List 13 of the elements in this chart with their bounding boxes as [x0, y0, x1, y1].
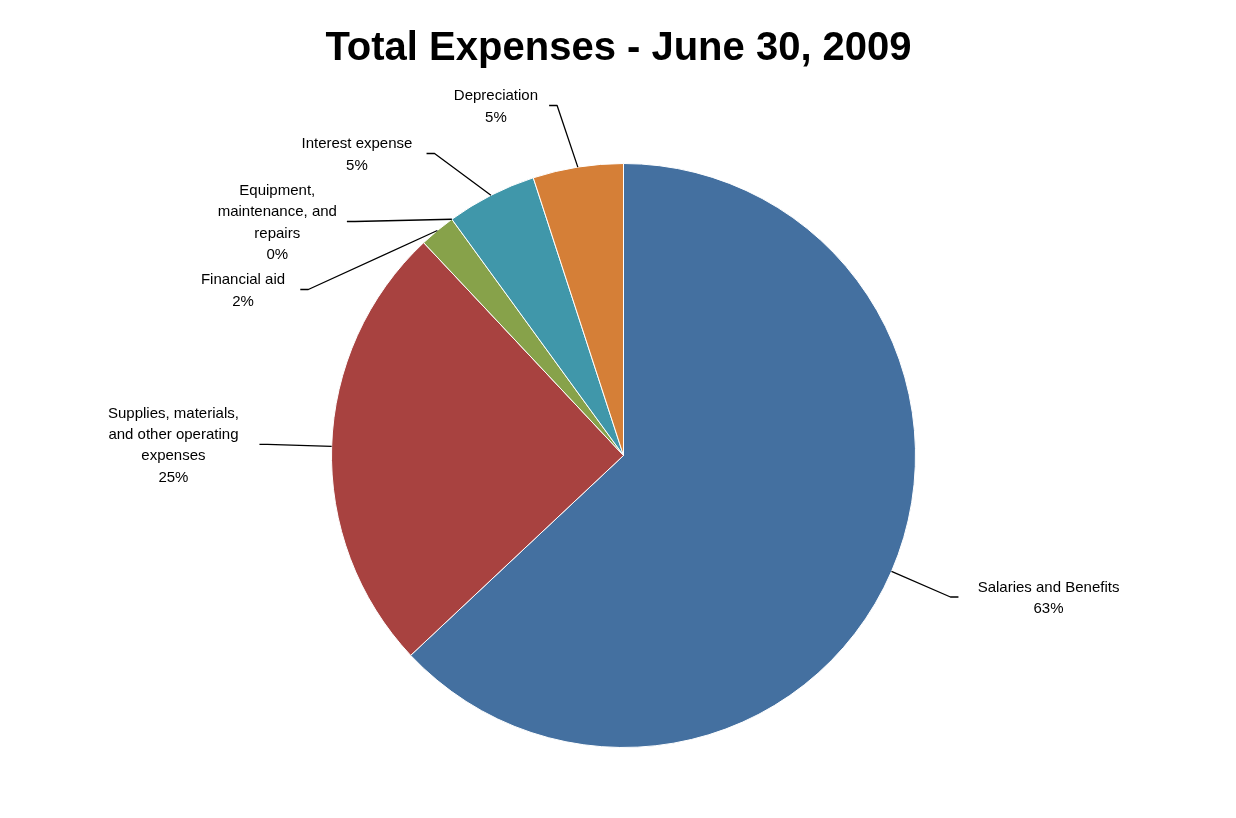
chart-title: Total Expenses - June 30, 2009 — [325, 23, 912, 68]
slice-label: Depreciation — [453, 86, 539, 104]
data-label: 5% — [485, 107, 507, 125]
slice-label: Salaries and Benefits — [977, 577, 1120, 595]
data-label: 63% — [1033, 599, 1064, 617]
category-label: Equipment, maintenance, and repairs — [217, 181, 337, 241]
slice-label: Financial aid — [200, 270, 286, 288]
data-label: 5% — [346, 155, 368, 173]
data-label: 2% — [232, 291, 254, 309]
slice-label: Supplies, materials, and other operating expenses — [107, 403, 239, 464]
data-label: 25% — [158, 467, 189, 485]
text: 0% — [266, 244, 289, 262]
slice-label: Interest expense — [301, 134, 413, 152]
